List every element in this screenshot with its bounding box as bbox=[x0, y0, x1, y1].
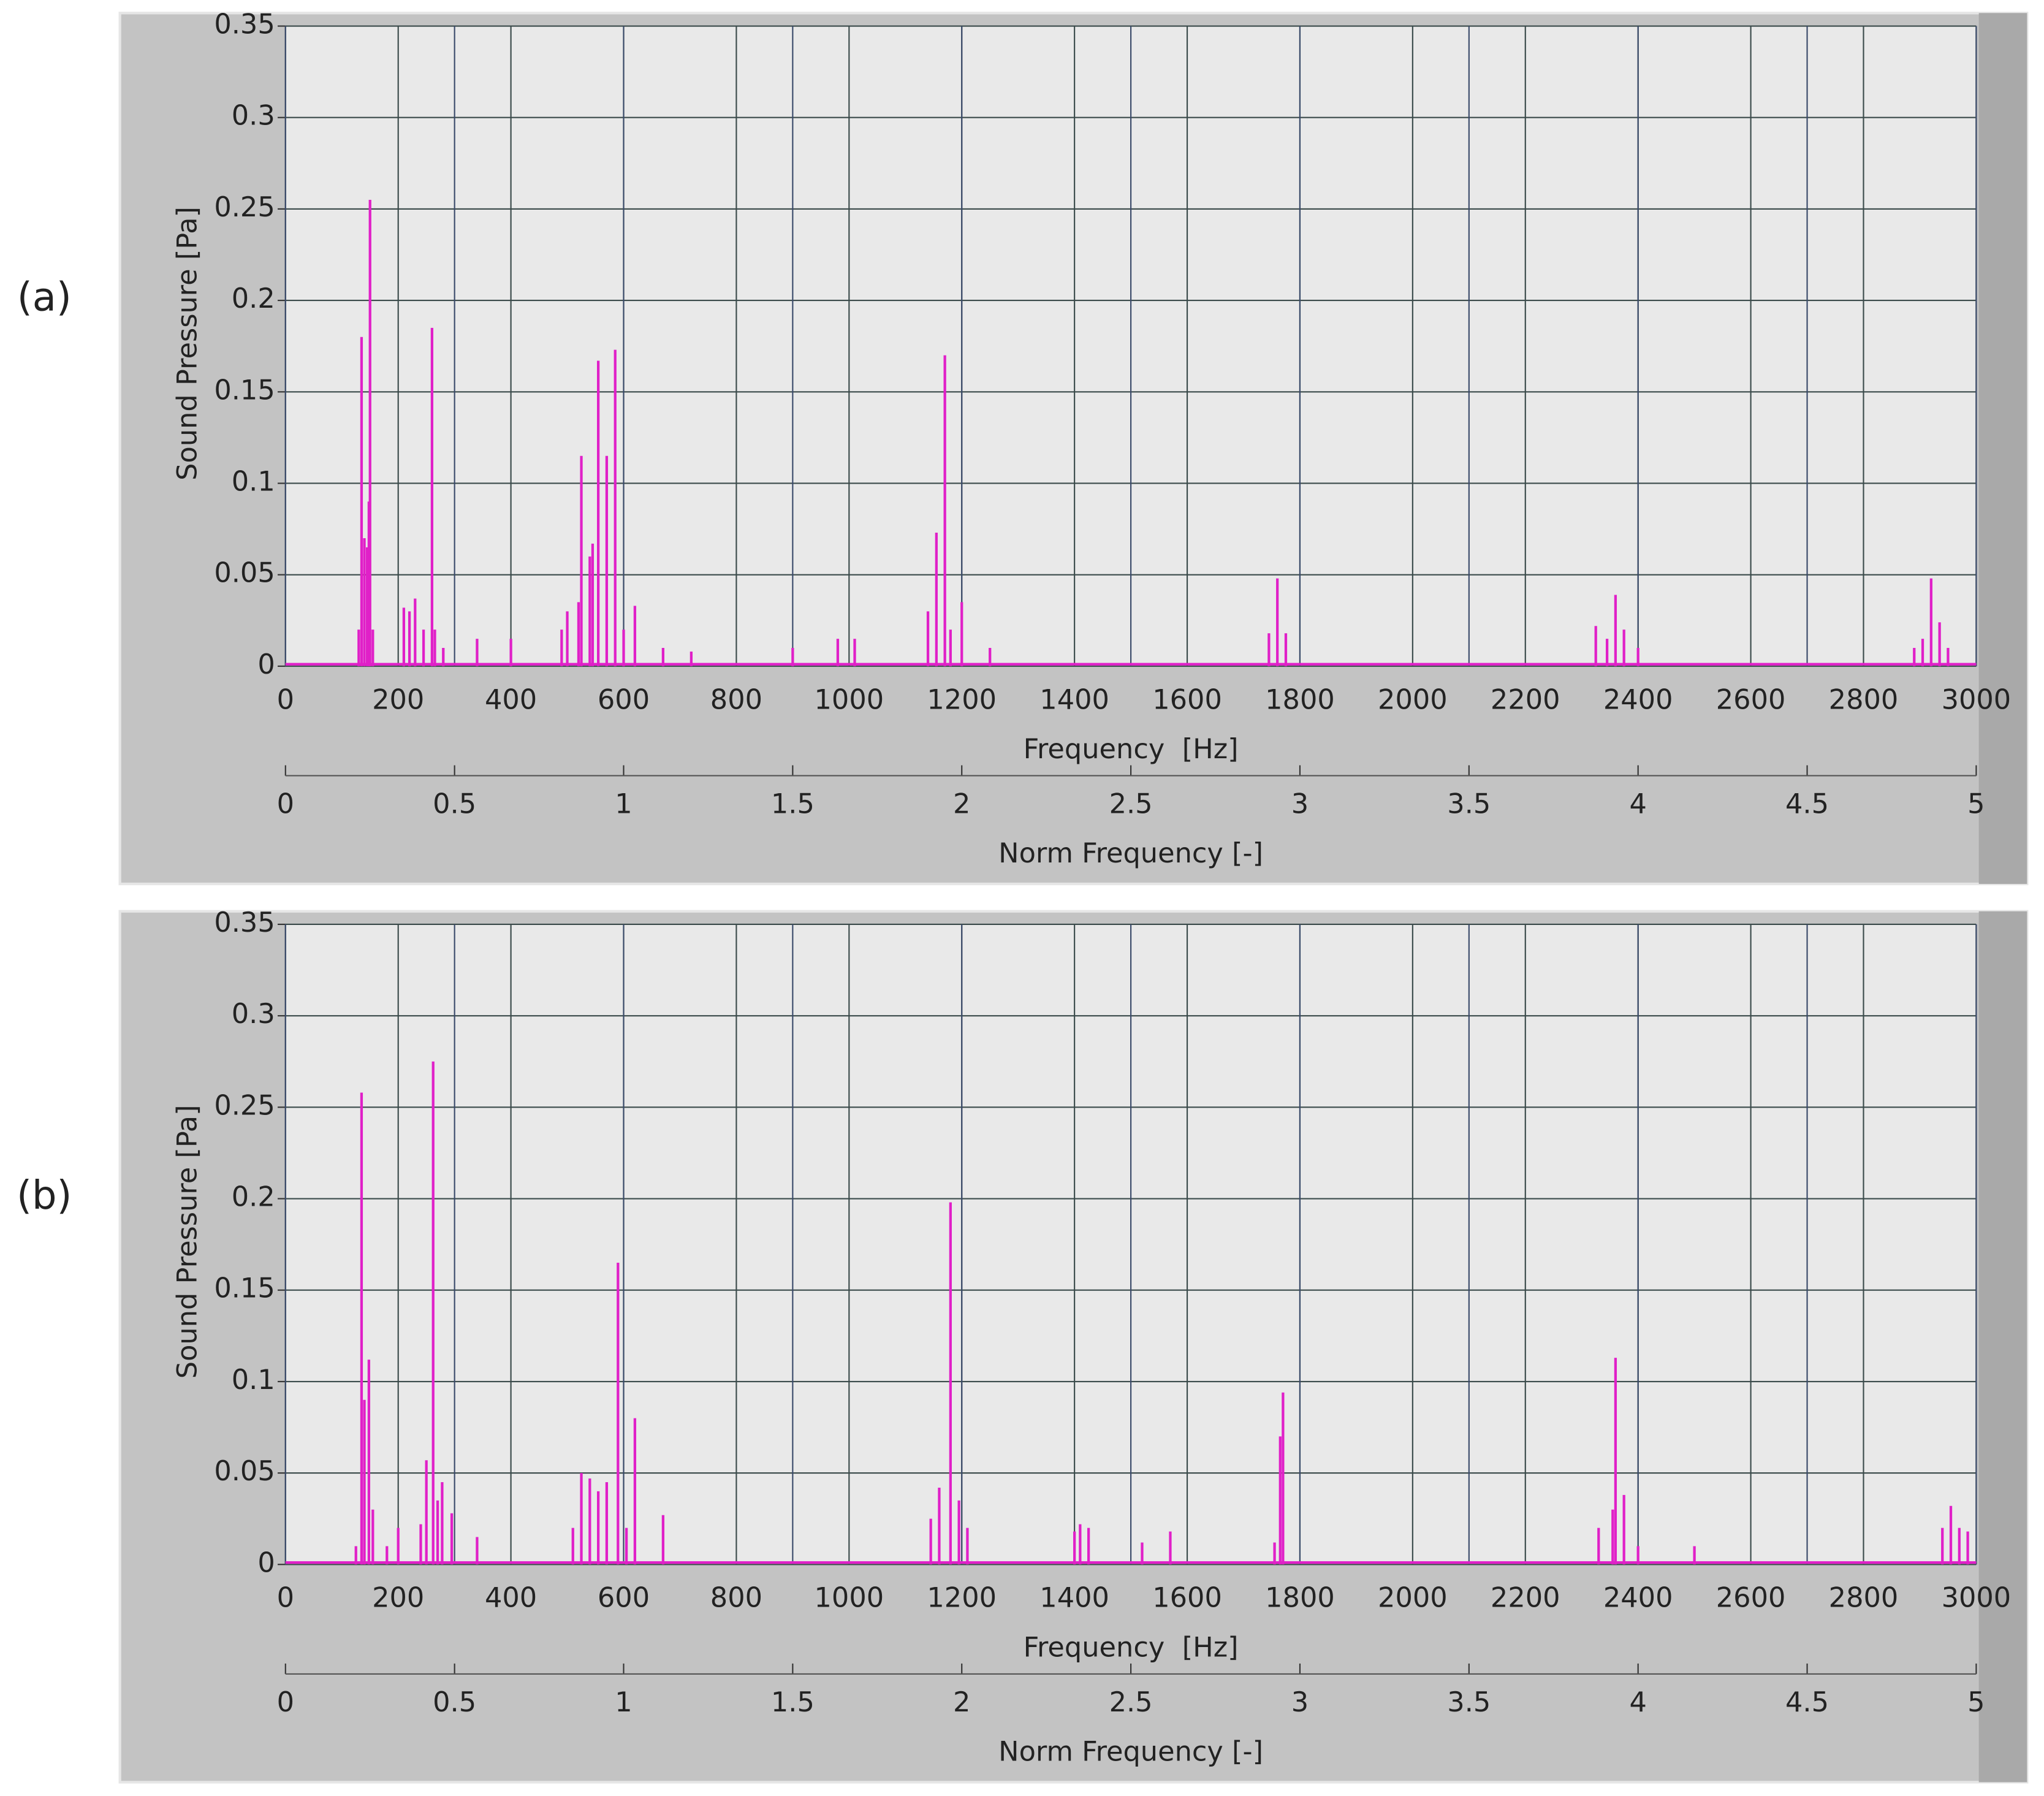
y-axis-title: Sound Pressure [Pa] bbox=[171, 207, 203, 481]
x2-tick-label: 1 bbox=[615, 788, 632, 820]
x2-tick-label: 1 bbox=[615, 1686, 632, 1718]
x-tick-label: 1200 bbox=[927, 683, 997, 715]
x-tick-label: 0 bbox=[277, 1582, 294, 1614]
x-axis-title: Frequency [Hz] bbox=[1024, 733, 1239, 765]
x-tick-label: 2600 bbox=[1716, 1582, 1786, 1614]
panel-edge bbox=[1978, 13, 2027, 885]
x-tick-label: 1600 bbox=[1152, 1582, 1222, 1614]
panel-label: (a) bbox=[17, 275, 72, 321]
y-tick-label: 0.25 bbox=[214, 191, 275, 223]
x2-tick-label: 3.5 bbox=[1447, 788, 1491, 820]
x-tick-label: 200 bbox=[372, 1582, 424, 1614]
x2-tick-label: 1.5 bbox=[771, 788, 815, 820]
x2-tick-label: 2 bbox=[953, 788, 970, 820]
x2-tick-label: 0 bbox=[277, 788, 294, 820]
x-tick-label: 1800 bbox=[1265, 683, 1335, 715]
x-tick-label: 2600 bbox=[1716, 683, 1786, 715]
y-tick-label: 0 bbox=[257, 1547, 275, 1578]
y-axis-title: Sound Pressure [Pa] bbox=[171, 1105, 203, 1379]
x2-axis-title: Norm Frequency [-] bbox=[998, 1736, 1263, 1768]
x-tick-label: 2400 bbox=[1603, 683, 1673, 715]
x2-tick-label: 2.5 bbox=[1109, 1686, 1153, 1718]
x2-axis-title: Norm Frequency [-] bbox=[998, 837, 1263, 869]
x-tick-label: 1000 bbox=[815, 1582, 884, 1614]
x-tick-label: 1000 bbox=[815, 683, 884, 715]
x2-tick-label: 3 bbox=[1291, 1686, 1309, 1718]
x2-tick-label: 4.5 bbox=[1785, 788, 1829, 820]
x2-tick-label: 5 bbox=[1967, 788, 1985, 820]
y-tick-label: 0 bbox=[257, 649, 275, 680]
x-tick-label: 1600 bbox=[1152, 683, 1222, 715]
panel-edge bbox=[1978, 911, 2027, 1783]
x-tick-label: 600 bbox=[598, 683, 650, 715]
y-tick-label: 0.1 bbox=[232, 1364, 275, 1396]
y-tick-label: 0.3 bbox=[232, 998, 275, 1030]
x-tick-label: 1400 bbox=[1039, 683, 1109, 715]
y-tick-label: 0.35 bbox=[214, 9, 275, 40]
y-tick-label: 0.1 bbox=[232, 465, 275, 497]
y-tick-label: 0.05 bbox=[214, 1455, 275, 1487]
x-tick-label: 1200 bbox=[927, 1582, 997, 1614]
x-tick-label: 2200 bbox=[1491, 1582, 1560, 1614]
x2-tick-label: 5 bbox=[1967, 1686, 1985, 1718]
x-tick-label: 400 bbox=[485, 1582, 537, 1614]
x2-tick-label: 3 bbox=[1291, 788, 1309, 820]
x2-tick-label: 0.5 bbox=[433, 788, 476, 820]
y-tick-label: 0.2 bbox=[232, 1181, 275, 1213]
x-tick-label: 2000 bbox=[1378, 683, 1448, 715]
x2-tick-label: 4 bbox=[1629, 788, 1646, 820]
y-tick-label: 0.3 bbox=[232, 100, 275, 132]
y-tick-label: 0.15 bbox=[214, 374, 275, 406]
y-tick-label: 0.05 bbox=[214, 557, 275, 589]
x-tick-label: 2800 bbox=[1829, 1582, 1899, 1614]
x-tick-label: 2000 bbox=[1378, 1582, 1448, 1614]
x-tick-label: 600 bbox=[598, 1582, 650, 1614]
x2-tick-label: 4 bbox=[1629, 1686, 1646, 1718]
x-tick-label: 1800 bbox=[1265, 1582, 1335, 1614]
x-tick-label: 3000 bbox=[1942, 683, 2012, 715]
x-tick-label: 2800 bbox=[1829, 683, 1899, 715]
x2-tick-label: 1.5 bbox=[771, 1686, 815, 1718]
x-tick-label: 3000 bbox=[1942, 1582, 2012, 1614]
panel-label: (b) bbox=[17, 1173, 72, 1219]
x-tick-label: 200 bbox=[372, 683, 424, 715]
x2-tick-label: 3.5 bbox=[1447, 1686, 1491, 1718]
x2-tick-label: 2 bbox=[953, 1686, 970, 1718]
x-tick-label: 2200 bbox=[1491, 683, 1560, 715]
x-tick-label: 0 bbox=[277, 683, 294, 715]
x2-tick-label: 0 bbox=[277, 1686, 294, 1718]
x-axis-title: Frequency [Hz] bbox=[1024, 1632, 1239, 1664]
x2-tick-label: 4.5 bbox=[1785, 1686, 1829, 1718]
x2-tick-label: 0.5 bbox=[433, 1686, 476, 1718]
y-tick-label: 0.35 bbox=[214, 907, 275, 938]
x-tick-label: 800 bbox=[710, 683, 762, 715]
x-tick-label: 800 bbox=[710, 1582, 762, 1614]
x-tick-label: 400 bbox=[485, 683, 537, 715]
y-tick-label: 0.2 bbox=[232, 283, 275, 314]
x-tick-label: 2400 bbox=[1603, 1582, 1673, 1614]
x2-tick-label: 2.5 bbox=[1109, 788, 1153, 820]
y-tick-label: 0.25 bbox=[214, 1089, 275, 1121]
y-tick-label: 0.15 bbox=[214, 1273, 275, 1304]
x-tick-label: 1400 bbox=[1039, 1582, 1109, 1614]
